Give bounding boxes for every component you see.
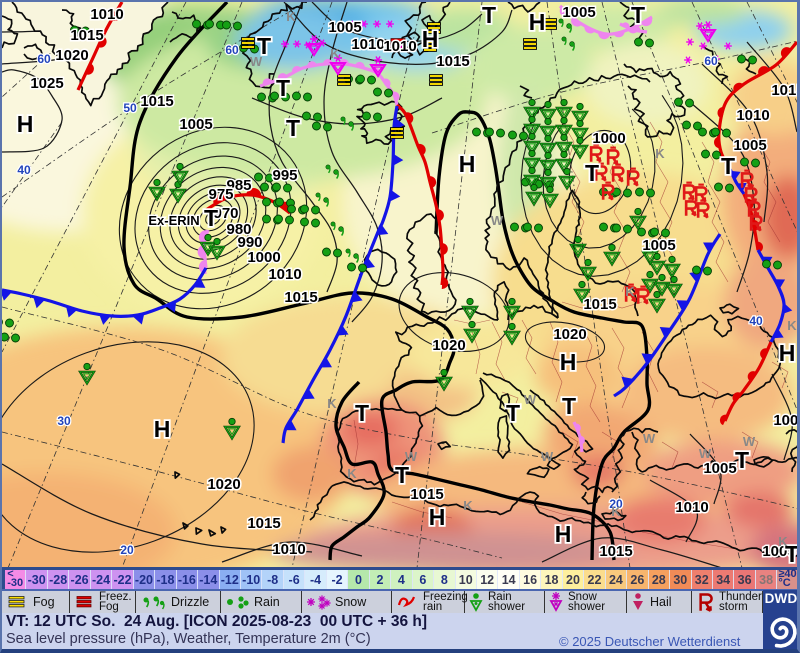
svg-text:K: K bbox=[347, 466, 357, 481]
svg-text:995: 995 bbox=[272, 167, 297, 184]
svg-text:1010: 1010 bbox=[736, 107, 769, 124]
svg-text:T: T bbox=[562, 393, 576, 419]
svg-text:1005: 1005 bbox=[642, 237, 675, 254]
svg-text:W: W bbox=[541, 449, 554, 464]
svg-text:T: T bbox=[286, 115, 300, 141]
svg-text:T: T bbox=[355, 400, 369, 426]
svg-text:1015: 1015 bbox=[599, 543, 632, 560]
svg-text:K: K bbox=[787, 318, 797, 333]
svg-text:1005: 1005 bbox=[762, 543, 795, 560]
svg-text:T: T bbox=[585, 160, 599, 186]
svg-text:T: T bbox=[257, 33, 271, 59]
svg-text:1005: 1005 bbox=[328, 19, 361, 36]
svg-text:W: W bbox=[250, 54, 263, 69]
svg-text:1005: 1005 bbox=[179, 116, 212, 133]
svg-text:K: K bbox=[625, 284, 635, 299]
svg-text:K: K bbox=[655, 146, 665, 161]
svg-text:H: H bbox=[529, 9, 546, 35]
svg-text:T: T bbox=[506, 400, 520, 426]
svg-text:1015: 1015 bbox=[410, 486, 443, 503]
svg-text:H: H bbox=[422, 26, 439, 52]
svg-text:970: 970 bbox=[213, 205, 238, 222]
svg-text:1010: 1010 bbox=[351, 36, 384, 53]
svg-text:H: H bbox=[154, 416, 171, 442]
svg-text:1010: 1010 bbox=[383, 38, 416, 55]
svg-text:W: W bbox=[524, 392, 537, 407]
svg-text:40: 40 bbox=[749, 314, 763, 328]
svg-text:1015: 1015 bbox=[247, 515, 280, 532]
svg-text:K: K bbox=[327, 396, 337, 411]
svg-text:T: T bbox=[735, 447, 749, 473]
svg-text:1015: 1015 bbox=[70, 27, 103, 44]
svg-text:60: 60 bbox=[704, 54, 718, 68]
svg-text:T: T bbox=[204, 205, 218, 231]
svg-text:1000: 1000 bbox=[247, 249, 280, 266]
svg-text:K: K bbox=[286, 9, 296, 24]
svg-text:1005: 1005 bbox=[733, 137, 766, 154]
svg-text:H: H bbox=[17, 111, 34, 137]
svg-text:975: 975 bbox=[208, 186, 233, 203]
svg-text:H: H bbox=[555, 521, 572, 547]
svg-text:1015: 1015 bbox=[771, 82, 800, 99]
svg-text:1015: 1015 bbox=[284, 289, 317, 306]
svg-text:1010: 1010 bbox=[268, 266, 301, 283]
svg-text:H: H bbox=[560, 349, 577, 375]
svg-text:H: H bbox=[429, 504, 446, 530]
svg-text:1000: 1000 bbox=[773, 412, 800, 429]
svg-text:1015: 1015 bbox=[140, 93, 173, 110]
svg-text:W: W bbox=[405, 449, 418, 464]
svg-text:20: 20 bbox=[120, 543, 134, 557]
svg-text:1010: 1010 bbox=[272, 541, 305, 558]
svg-text:T: T bbox=[631, 2, 645, 28]
svg-text:1025: 1025 bbox=[30, 75, 63, 92]
svg-text:T: T bbox=[395, 462, 409, 488]
svg-text:K: K bbox=[463, 498, 473, 513]
svg-text:1020: 1020 bbox=[55, 47, 88, 64]
svg-text:1020: 1020 bbox=[207, 476, 240, 493]
svg-text:W: W bbox=[491, 213, 504, 228]
svg-text:W: W bbox=[743, 434, 756, 449]
svg-text:980: 980 bbox=[226, 221, 251, 238]
svg-text:1005: 1005 bbox=[562, 4, 595, 21]
svg-text:T: T bbox=[721, 153, 735, 179]
svg-text:50: 50 bbox=[123, 101, 137, 115]
svg-text:1010: 1010 bbox=[90, 6, 123, 23]
svg-text:1020: 1020 bbox=[553, 326, 586, 343]
svg-text:1015: 1015 bbox=[583, 296, 616, 313]
svg-text:K: K bbox=[330, 46, 340, 61]
svg-text:H: H bbox=[779, 340, 796, 366]
svg-text:W: W bbox=[699, 446, 712, 461]
svg-text:1005: 1005 bbox=[703, 460, 736, 477]
svg-text:T: T bbox=[482, 2, 496, 28]
svg-text:K: K bbox=[611, 504, 621, 519]
svg-text:H: H bbox=[459, 151, 476, 177]
svg-text:985: 985 bbox=[226, 177, 251, 194]
svg-text:K: K bbox=[778, 534, 788, 549]
svg-text:T: T bbox=[276, 75, 290, 101]
svg-text:T: T bbox=[785, 541, 799, 567]
svg-text:1015: 1015 bbox=[436, 53, 469, 70]
svg-text:Ex-ERIN: Ex-ERIN bbox=[148, 213, 199, 228]
svg-text:W: W bbox=[643, 431, 656, 446]
svg-text:1010: 1010 bbox=[675, 499, 708, 516]
svg-text:1020: 1020 bbox=[432, 337, 465, 354]
svg-text:60: 60 bbox=[37, 52, 51, 66]
svg-text:20: 20 bbox=[609, 497, 623, 511]
svg-text:990: 990 bbox=[237, 234, 262, 251]
svg-text:30: 30 bbox=[57, 414, 71, 428]
svg-text:40: 40 bbox=[17, 163, 31, 177]
svg-text:1000: 1000 bbox=[592, 130, 625, 147]
svg-text:60: 60 bbox=[225, 43, 239, 57]
